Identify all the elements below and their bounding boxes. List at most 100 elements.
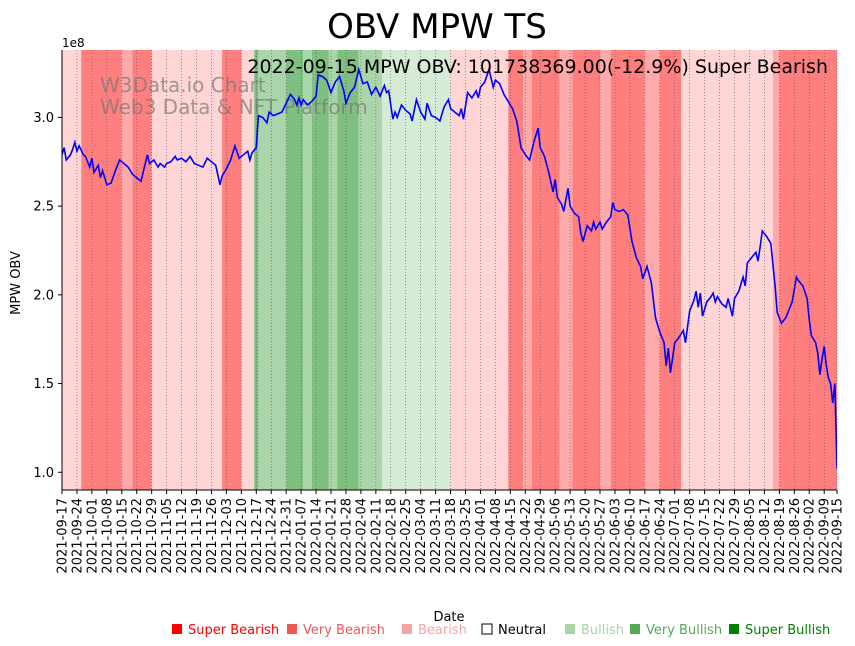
chart-title: OBV MPW TS xyxy=(327,7,547,47)
x-tick-label: 2021-10-29 xyxy=(145,498,160,574)
x-tick-label: 2022-04-01 xyxy=(474,498,489,574)
x-tick-label: 2022-08-05 xyxy=(743,498,758,574)
y-tick-label: 2.0 xyxy=(33,288,54,303)
y-tick-label: 1.0 xyxy=(33,466,54,481)
y-ticks: 1.0 1.5 2.0 2.5 3.0 xyxy=(33,111,62,481)
region-super-bearish xyxy=(531,50,560,490)
legend-entry-super-bullish: Super Bullish xyxy=(745,623,830,638)
x-tick-label: 2021-10-08 xyxy=(100,498,115,574)
legend-swatch xyxy=(287,624,297,634)
legend-swatch xyxy=(729,624,739,634)
x-tick-label: 2021-12-31 xyxy=(280,498,295,574)
x-tick-label: 2021-11-26 xyxy=(205,498,220,574)
region-bullish xyxy=(303,50,312,490)
x-tick-label: 2022-06-03 xyxy=(608,498,623,574)
region-very-bullish xyxy=(337,50,359,490)
x-tick-label: 2022-04-29 xyxy=(534,498,549,574)
x-tick-label: 2022-08-12 xyxy=(758,498,773,574)
legend-swatch xyxy=(481,623,493,635)
x-tick-label: 2021-12-10 xyxy=(235,498,250,574)
x-tick-label: 2022-08-26 xyxy=(788,498,803,574)
region-very-bearish xyxy=(121,50,133,490)
region-bearish xyxy=(62,50,82,490)
x-tick-label: 2022-02-04 xyxy=(354,498,369,574)
x-tick-label: 2022-05-27 xyxy=(594,498,609,574)
x-tick-label: 2022-01-21 xyxy=(325,498,340,574)
x-tick-label: 2022-02-25 xyxy=(399,498,414,574)
region-super-bearish xyxy=(610,50,645,490)
x-gridlines xyxy=(61,50,838,490)
chart-annotation: 2022-09-15 MPW OBV: 101738369.00(-12.9%)… xyxy=(247,56,828,78)
x-tick-label: 2021-10-15 xyxy=(115,498,130,574)
region-super-bearish xyxy=(572,50,601,490)
x-tick-label: 2022-08-19 xyxy=(773,498,788,574)
x-tick-label: 2022-03-11 xyxy=(429,498,444,574)
x-tick-label: 2021-11-12 xyxy=(175,498,190,574)
x-tick-label: 2022-02-18 xyxy=(384,498,399,574)
x-tick-label: 2021-10-01 xyxy=(85,498,100,574)
x-tick-label: 2021-09-17 xyxy=(56,498,71,574)
x-tick-label: 2021-11-05 xyxy=(160,498,175,574)
region-super-bearish xyxy=(81,50,122,490)
region-very-bearish xyxy=(772,50,780,490)
x-tick-label: 2022-04-08 xyxy=(489,498,504,574)
x-axis-label: Date xyxy=(433,610,464,625)
x-tick-label: 2022-03-04 xyxy=(414,498,429,574)
x-tick-label: 2021-10-22 xyxy=(130,498,145,574)
legend-swatch xyxy=(402,624,412,634)
region-bearish xyxy=(151,50,223,490)
x-tick-label: 2022-05-20 xyxy=(579,498,594,574)
x-tick-label: 2022-01-14 xyxy=(310,498,325,574)
x-tick-label: 2022-01-28 xyxy=(339,498,354,574)
region-bullish xyxy=(358,50,383,490)
legend-swatch xyxy=(565,624,575,634)
region-bullish xyxy=(258,50,287,490)
y-multiplier: 1e8 xyxy=(62,36,85,50)
x-tick-label: 2022-07-22 xyxy=(713,498,728,574)
x-tick-label: 2022-01-07 xyxy=(295,498,310,574)
legend-entry-very-bearish: Very Bearish xyxy=(303,623,385,638)
region-super-bearish xyxy=(779,50,837,490)
sentiment-regions xyxy=(62,50,837,490)
legend-entry-bullish: Bullish xyxy=(581,623,624,638)
region-very-bullish xyxy=(286,50,304,490)
x-ticks: 2021-09-17 2021-09-24 2021-10-01 2021-10-08… xyxy=(56,490,846,574)
legend-entry-neutral: Neutral xyxy=(498,623,546,638)
x-tick-label: 2021-12-24 xyxy=(265,498,280,574)
x-tick-label: 2022-05-06 xyxy=(549,498,564,574)
x-tick-label: 2021-11-19 xyxy=(190,498,205,574)
watermark-line-1: W3Data.io Chart xyxy=(100,73,266,97)
y-axis-label: MPW OBV xyxy=(9,251,24,315)
x-tick-label: 2021-12-17 xyxy=(250,498,265,574)
x-tick-label: 2022-04-22 xyxy=(519,498,534,574)
region-super-bearish xyxy=(222,50,242,490)
region-bearish xyxy=(450,50,509,490)
x-tick-label: 2022-07-01 xyxy=(668,498,683,574)
legend-entry-very-bullish: Very Bullish xyxy=(646,623,722,638)
x-tick-label: 2022-07-08 xyxy=(683,498,698,574)
watermark: W3Data.io Chart Web3 Data & NFT Platform xyxy=(100,73,368,119)
x-tick-label: 2022-09-02 xyxy=(803,498,818,574)
x-tick-label: 2022-07-29 xyxy=(728,498,743,574)
legend-swatch xyxy=(172,624,182,634)
region-super-bearish xyxy=(508,50,524,490)
legend-swatch xyxy=(630,624,640,634)
x-tick-label: 2022-02-11 xyxy=(369,498,384,574)
region-very-bearish xyxy=(600,50,611,490)
x-tick-label: 2021-09-24 xyxy=(70,498,85,574)
x-tick-label: 2022-06-17 xyxy=(638,498,653,574)
x-tick-label: 2022-03-25 xyxy=(459,498,474,574)
legend-entry-bearish: Bearish xyxy=(418,623,467,638)
legend-entry-super-bearish: Super Bearish xyxy=(188,623,279,638)
region-very-bearish xyxy=(559,50,573,490)
x-tick-label: 2022-03-18 xyxy=(444,498,459,574)
axes xyxy=(61,50,837,491)
region-very-bearish xyxy=(644,50,660,490)
region-bearish xyxy=(241,50,255,490)
x-tick-label: 2021-12-03 xyxy=(220,498,235,574)
region-bearish xyxy=(681,50,773,490)
y-tick-label: 2.5 xyxy=(33,200,54,215)
region-very-bearish xyxy=(523,50,532,490)
x-tick-label: 2022-06-24 xyxy=(653,498,668,574)
